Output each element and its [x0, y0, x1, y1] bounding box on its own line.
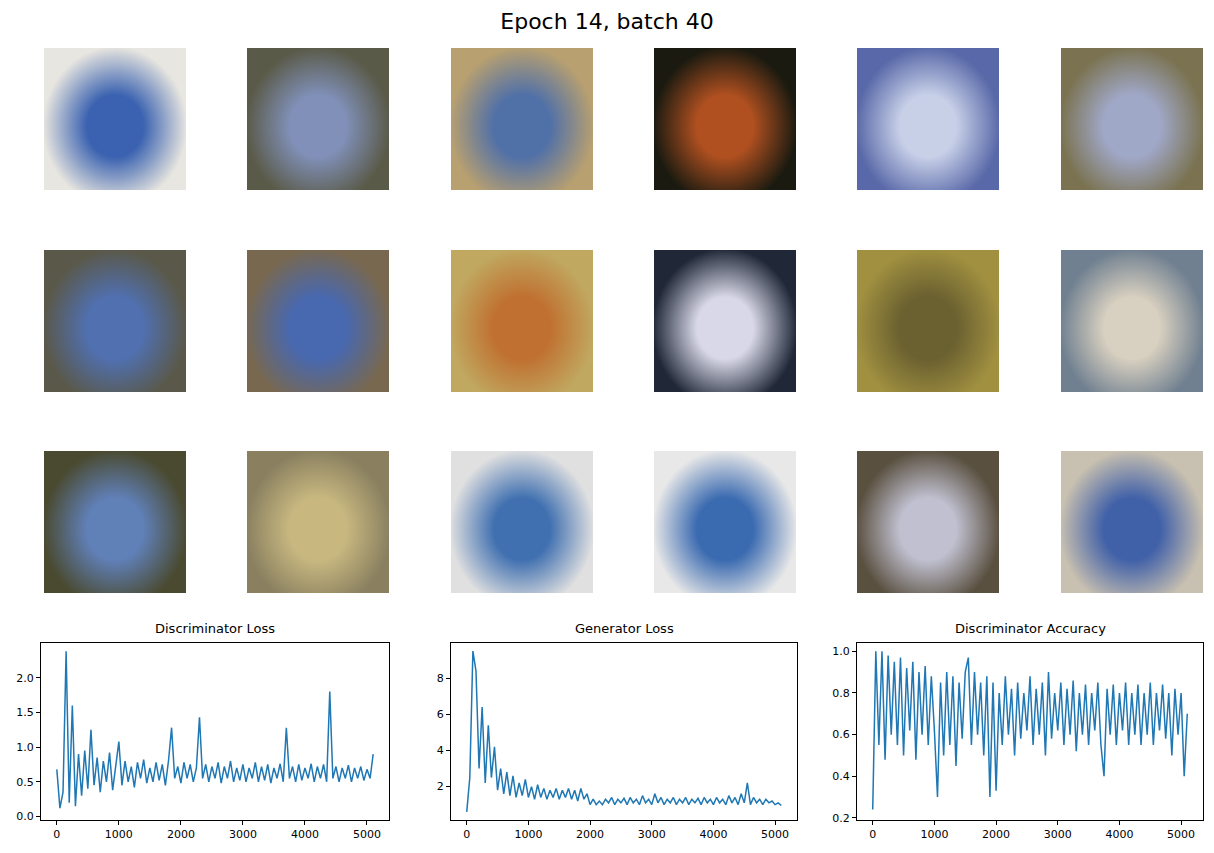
svg-text:0.4: 0.4 — [832, 770, 850, 783]
svg-text:5000: 5000 — [1167, 828, 1195, 841]
svg-text:1000: 1000 — [920, 828, 948, 841]
svg-text:4000: 4000 — [1105, 828, 1133, 841]
svg-text:5000: 5000 — [353, 828, 381, 841]
svg-text:3000: 3000 — [229, 828, 257, 841]
svg-text:1.0: 1.0 — [832, 645, 850, 658]
svg-text:0: 0 — [53, 828, 60, 841]
svg-text:Discriminator Accuracy: Discriminator Accuracy — [955, 621, 1106, 636]
svg-text:2.0: 2.0 — [16, 672, 34, 685]
svg-text:0.5: 0.5 — [16, 776, 34, 789]
svg-text:4000: 4000 — [699, 828, 727, 841]
svg-text:6: 6 — [437, 708, 444, 721]
svg-text:4: 4 — [437, 744, 444, 757]
svg-text:5000: 5000 — [761, 828, 789, 841]
svg-text:0: 0 — [869, 828, 876, 841]
svg-text:Discriminator Loss: Discriminator Loss — [155, 621, 275, 636]
svg-text:Epoch 14, batch 40: Epoch 14, batch 40 — [500, 9, 713, 34]
svg-text:0.0: 0.0 — [16, 810, 34, 823]
svg-text:Generator Loss: Generator Loss — [575, 621, 674, 636]
svg-text:0.2: 0.2 — [832, 812, 850, 825]
svg-text:3000: 3000 — [1044, 828, 1072, 841]
svg-text:2: 2 — [437, 780, 444, 793]
svg-text:2000: 2000 — [167, 828, 195, 841]
svg-text:1.0: 1.0 — [16, 741, 34, 754]
svg-text:1.5: 1.5 — [16, 706, 34, 719]
svg-text:4000: 4000 — [291, 828, 319, 841]
svg-text:8: 8 — [437, 672, 444, 685]
svg-text:1000: 1000 — [105, 828, 133, 841]
svg-text:3000: 3000 — [638, 828, 666, 841]
svg-text:0.8: 0.8 — [832, 687, 850, 700]
svg-text:0: 0 — [463, 828, 470, 841]
svg-text:1000: 1000 — [514, 828, 542, 841]
svg-text:2000: 2000 — [982, 828, 1010, 841]
svg-text:2000: 2000 — [576, 828, 604, 841]
svg-text:0.6: 0.6 — [832, 728, 850, 741]
